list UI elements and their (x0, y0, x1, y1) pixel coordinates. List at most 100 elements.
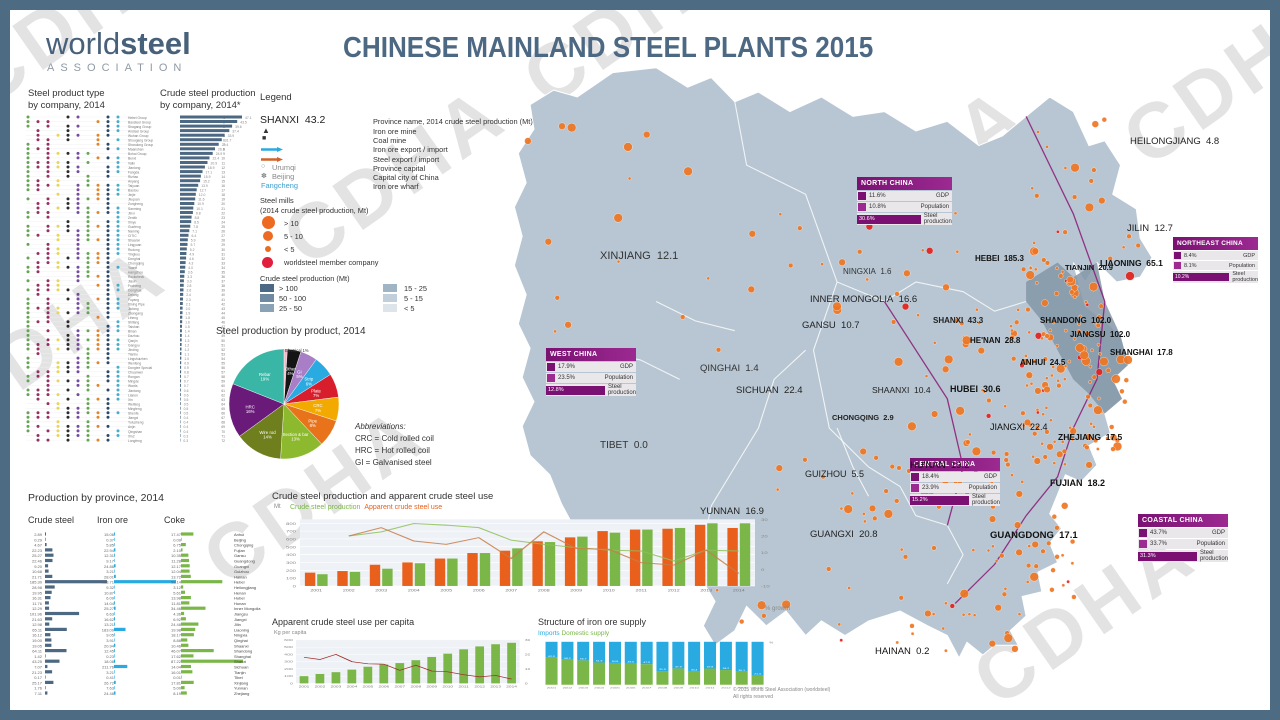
svg-text:0.6: 0.6 (184, 393, 189, 397)
svg-text:Baosteel Group: Baosteel Group (128, 120, 151, 124)
svg-text:3.6: 3.6 (188, 271, 193, 275)
svg-text:2006: 2006 (626, 687, 636, 690)
svg-text:Baotou: Baotou (128, 189, 139, 193)
svg-text:0.7: 0.7 (184, 380, 189, 384)
svg-text:30: 30 (761, 518, 768, 523)
svg-text:Donghai: Donghai (128, 257, 141, 261)
svg-text:Tibet: Tibet (234, 675, 244, 680)
svg-text:Xin2: Xin2 (128, 434, 135, 438)
svg-text:5.2: 5.2 (190, 248, 195, 252)
svg-text:Shanghai: Shanghai (234, 654, 251, 659)
svg-text:2013: 2013 (700, 589, 712, 593)
svg-text:47.9: 47.9 (643, 661, 650, 664)
svg-text:25.27: 25.27 (32, 553, 43, 558)
svg-text:Xining Pipe: Xining Pipe (128, 302, 145, 306)
svg-text:2008: 2008 (658, 687, 668, 690)
svg-text:62.9: 62.9 (548, 655, 555, 658)
svg-text:4.9: 4.9 (189, 252, 194, 256)
svg-text:2.0: 2.0 (186, 307, 191, 311)
svg-text:12.7: 12.7 (200, 189, 207, 193)
svg-text:0.5: 0.5 (184, 412, 189, 416)
svg-text:2002: 2002 (343, 589, 355, 593)
svg-text:8%: 8% (310, 423, 316, 428)
svg-text:0.5: 0.5 (184, 402, 189, 406)
svg-text:Mingfeng: Mingfeng (128, 407, 142, 411)
svg-text:4.3: 4.3 (189, 261, 194, 265)
svg-text:12.0: 12.0 (199, 193, 206, 197)
svg-text:37.9: 37.9 (675, 666, 682, 669)
svg-text:19.05: 19.05 (32, 643, 43, 648)
svg-text:13.9: 13.9 (201, 184, 208, 188)
svg-text:Guangdong: Guangdong (234, 559, 255, 564)
svg-text:Electrical 1%: Electrical 1% (285, 348, 309, 353)
svg-text:Wanfa: Wanfa (128, 384, 138, 388)
svg-text:50.8: 50.8 (612, 660, 619, 663)
svg-text:185.30: 185.30 (30, 580, 43, 585)
svg-text:10.1: 10.1 (196, 207, 203, 211)
svg-text:Donghua: Donghua (128, 289, 142, 293)
svg-text:1.2: 1.2 (185, 343, 190, 347)
svg-text:2.4: 2.4 (186, 293, 191, 297)
svg-text:2007: 2007 (394, 685, 405, 687)
svg-text:Ningxia: Ningxia (234, 633, 248, 638)
svg-text:Hebei Group: Hebei Group (128, 116, 147, 120)
svg-text:Zongheng: Zongheng (128, 202, 143, 206)
svg-text:39.6: 39.6 (235, 125, 242, 129)
svg-text:Guizhou: Guizhou (234, 569, 249, 574)
svg-text:25.17: 25.17 (32, 680, 43, 685)
svg-text:24.9: 24.9 (216, 152, 223, 156)
svg-text:0.7: 0.7 (184, 384, 189, 388)
svg-text:0.5: 0.5 (184, 407, 189, 411)
svg-text:37.4: 37.4 (232, 129, 239, 133)
svg-text:43.5: 43.5 (240, 120, 247, 124)
svg-text:Donglee Special: Donglee Special (128, 366, 152, 370)
svg-text:2012: 2012 (474, 685, 485, 687)
svg-text:2004: 2004 (594, 687, 604, 690)
svg-text:4.67: 4.67 (34, 543, 43, 548)
svg-text:7%: 7% (313, 393, 319, 398)
svg-text:7.11: 7.11 (35, 691, 43, 696)
svg-text:2011: 2011 (705, 687, 714, 690)
svg-text:0.17: 0.17 (34, 675, 43, 680)
svg-text:Shagang Group: Shagang Group (128, 125, 151, 129)
svg-text:Chongqing: Chongqing (234, 543, 253, 548)
svg-text:64.11: 64.11 (32, 649, 42, 654)
svg-text:Naming: Naming (128, 230, 140, 234)
svg-text:20: 20 (761, 535, 768, 540)
svg-text:Anyang: Anyang (128, 180, 139, 184)
svg-text:30: 30 (525, 638, 530, 641)
svg-text:4.0: 4.0 (188, 266, 193, 270)
svg-text:183.09: 183.09 (102, 627, 115, 632)
svg-text:Shanxi: Shanxi (234, 659, 246, 664)
svg-text:1.3: 1.3 (185, 339, 190, 343)
svg-text:Qingshan: Qingshan (128, 430, 142, 434)
svg-text:Yuluzheng: Yuluzheng (128, 421, 144, 425)
svg-text:16.31: 16.31 (32, 596, 43, 601)
svg-text:Chuanwei: Chuanwei (128, 371, 143, 375)
svg-text:2003: 2003 (578, 687, 588, 690)
svg-text:8.5: 8.5 (194, 220, 199, 224)
svg-text:2001: 2001 (310, 589, 322, 593)
svg-text:30.4: 30.4 (691, 669, 698, 672)
svg-text:Jiuquan: Jiuquan (128, 198, 140, 202)
svg-text:1.9: 1.9 (186, 312, 191, 316)
svg-text:65.11: 65.11 (32, 627, 42, 632)
svg-text:11.76: 11.76 (32, 601, 42, 606)
svg-text:%: % (769, 642, 773, 645)
svg-text:0.3: 0.3 (183, 439, 188, 443)
svg-text:Liheng: Liheng (128, 316, 138, 320)
svg-text:0.29: 0.29 (34, 537, 43, 542)
svg-text:Heilongjiang: Heilongjiang (234, 585, 256, 590)
svg-text:Guofeng: Guofeng (128, 225, 141, 229)
svg-text:Delong: Delong (128, 293, 139, 297)
svg-text:2009: 2009 (426, 685, 437, 687)
svg-text:2002: 2002 (563, 687, 573, 690)
svg-text:Hainan: Hainan (234, 574, 247, 579)
svg-text:Jiufang: Jiufang (128, 307, 139, 311)
svg-text:2003: 2003 (331, 685, 342, 687)
svg-text:Jilin: Jilin (234, 622, 241, 627)
svg-text:Rudong: Rudong (128, 248, 140, 252)
svg-text:10: 10 (761, 551, 768, 556)
svg-text:0.6: 0.6 (184, 389, 189, 393)
svg-text:Gansu: Gansu (234, 553, 246, 558)
